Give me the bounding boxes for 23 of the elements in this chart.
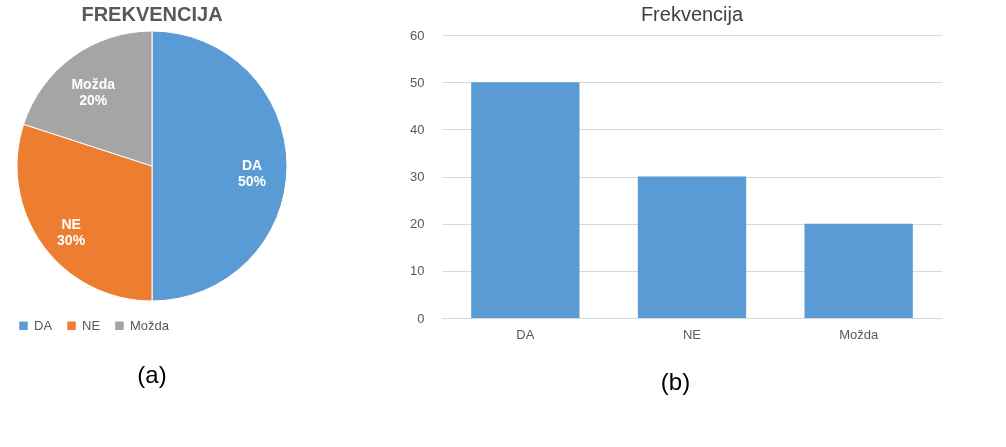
y-tick-label: 30: [410, 169, 425, 184]
chart-title: FREKVENCIJA: [81, 3, 223, 25]
x-tick-label: NE: [682, 326, 702, 342]
data-label: 20%: [79, 92, 108, 109]
y-tick-label: 0: [417, 310, 425, 326]
y-tick-label: 60: [410, 27, 425, 43]
data-label: 30%: [57, 231, 86, 248]
chart-title: Frekvencija: [640, 3, 744, 25]
x-tick-label: DA: [516, 326, 535, 342]
bar: [637, 176, 747, 318]
data-label: 50%: [237, 173, 267, 189]
y-tick-label: 20: [410, 216, 425, 232]
y-tick-label: 50: [410, 74, 425, 90]
y-tick-label: 40: [410, 121, 425, 137]
slice-label: DA: [241, 157, 263, 173]
slice-label: Možda: [71, 76, 116, 93]
x-tick-label: Možda: [839, 326, 879, 342]
bar: [804, 223, 913, 318]
slice-label: NE: [61, 215, 81, 232]
text: (b): [660, 368, 691, 396]
text: (a): [137, 361, 167, 389]
y-tick-label: 10: [410, 263, 425, 279]
bar: [471, 82, 580, 318]
